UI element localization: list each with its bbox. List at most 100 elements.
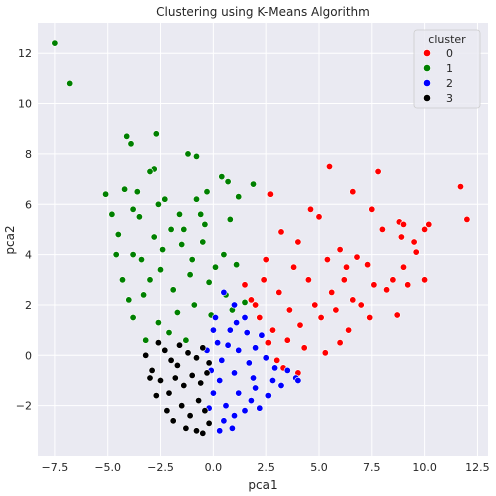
y-tick-label: 12 — [18, 47, 32, 60]
data-point — [169, 286, 177, 294]
data-point — [340, 276, 348, 284]
data-point — [133, 188, 141, 196]
data-point — [241, 313, 249, 321]
data-point — [256, 404, 264, 412]
data-point — [129, 251, 137, 259]
data-point — [119, 276, 127, 284]
data-point — [425, 220, 433, 228]
data-point — [260, 276, 268, 284]
data-point — [233, 261, 241, 269]
data-point — [321, 349, 329, 357]
data-point — [231, 412, 239, 420]
data-point — [345, 326, 353, 334]
data-point — [233, 319, 241, 327]
data-point — [125, 296, 133, 304]
data-point — [378, 225, 386, 233]
data-point — [203, 369, 211, 377]
data-point — [285, 306, 293, 314]
y-tick-label: 10 — [18, 98, 32, 111]
data-point — [178, 402, 186, 410]
data-point — [245, 359, 253, 367]
data-point — [357, 301, 365, 309]
legend-marker — [423, 64, 431, 72]
data-point — [146, 374, 154, 382]
data-point — [180, 381, 188, 389]
data-point — [102, 190, 110, 198]
data-point — [212, 263, 220, 271]
data-point — [231, 301, 239, 309]
data-point — [368, 205, 376, 213]
data-point — [148, 366, 156, 374]
data-point — [273, 356, 281, 364]
data-point — [150, 233, 158, 241]
data-point — [283, 336, 291, 344]
data-point — [456, 183, 464, 191]
data-point — [152, 392, 160, 400]
data-point — [399, 220, 407, 228]
data-point — [146, 168, 154, 176]
data-point — [201, 220, 209, 228]
data-point — [173, 308, 181, 316]
data-point — [173, 361, 181, 369]
data-point — [304, 276, 312, 284]
data-point — [258, 331, 266, 339]
x-tick-label: −2.5 — [147, 461, 174, 474]
x-tick-label: 0.0 — [205, 461, 223, 474]
data-point — [250, 374, 258, 382]
data-point — [178, 241, 186, 249]
data-point — [190, 301, 198, 309]
data-point — [142, 336, 150, 344]
data-point — [222, 402, 230, 410]
data-point — [182, 424, 190, 432]
y-tick-label: 4 — [25, 249, 32, 262]
data-point — [123, 132, 131, 140]
data-point — [182, 336, 190, 344]
x-axis-ticks: −7.5 −5.0 −2.5 0.0 2.5 5.0 7.5 10.0 12.5 — [42, 461, 490, 474]
data-point — [176, 341, 184, 349]
legend-label: 0 — [446, 47, 453, 60]
data-point — [247, 296, 255, 304]
data-point — [193, 427, 201, 435]
y-tick-label: 0 — [25, 349, 32, 362]
data-point — [256, 313, 264, 321]
data-point — [171, 374, 179, 382]
data-point — [247, 397, 255, 405]
data-point — [163, 407, 171, 415]
data-point — [328, 288, 336, 296]
data-point — [421, 225, 429, 233]
data-point — [226, 215, 234, 223]
data-point — [220, 288, 228, 296]
data-point — [226, 326, 234, 334]
legend-label: 3 — [446, 92, 453, 105]
data-point — [252, 384, 260, 392]
data-point — [463, 215, 471, 223]
legend-title: cluster — [428, 33, 466, 46]
data-point — [214, 339, 222, 347]
y-tick-label: 6 — [25, 198, 32, 211]
series-cluster-3 — [142, 339, 213, 437]
data-point — [186, 412, 194, 420]
data-point — [154, 319, 162, 327]
data-point — [370, 281, 378, 289]
data-point — [410, 238, 418, 246]
data-point — [220, 251, 228, 259]
x-tick-label: 10.0 — [412, 461, 437, 474]
data-point — [146, 276, 154, 284]
x-tick-label: 2.5 — [257, 461, 275, 474]
data-point — [201, 407, 209, 415]
data-point — [167, 225, 175, 233]
grid — [38, 23, 488, 456]
y-axis-ticks: −2 0 2 4 6 8 10 12 — [16, 47, 32, 412]
data-point — [205, 359, 213, 367]
data-point — [383, 286, 391, 294]
data-point — [342, 263, 350, 271]
y-tick-label: 8 — [25, 148, 32, 161]
data-point — [296, 321, 304, 329]
data-point — [231, 369, 239, 377]
data-point — [264, 392, 272, 400]
data-point — [228, 424, 236, 432]
data-point — [235, 346, 243, 354]
x-tick-label: 5.0 — [310, 461, 328, 474]
y-tick-label: −2 — [16, 400, 32, 413]
